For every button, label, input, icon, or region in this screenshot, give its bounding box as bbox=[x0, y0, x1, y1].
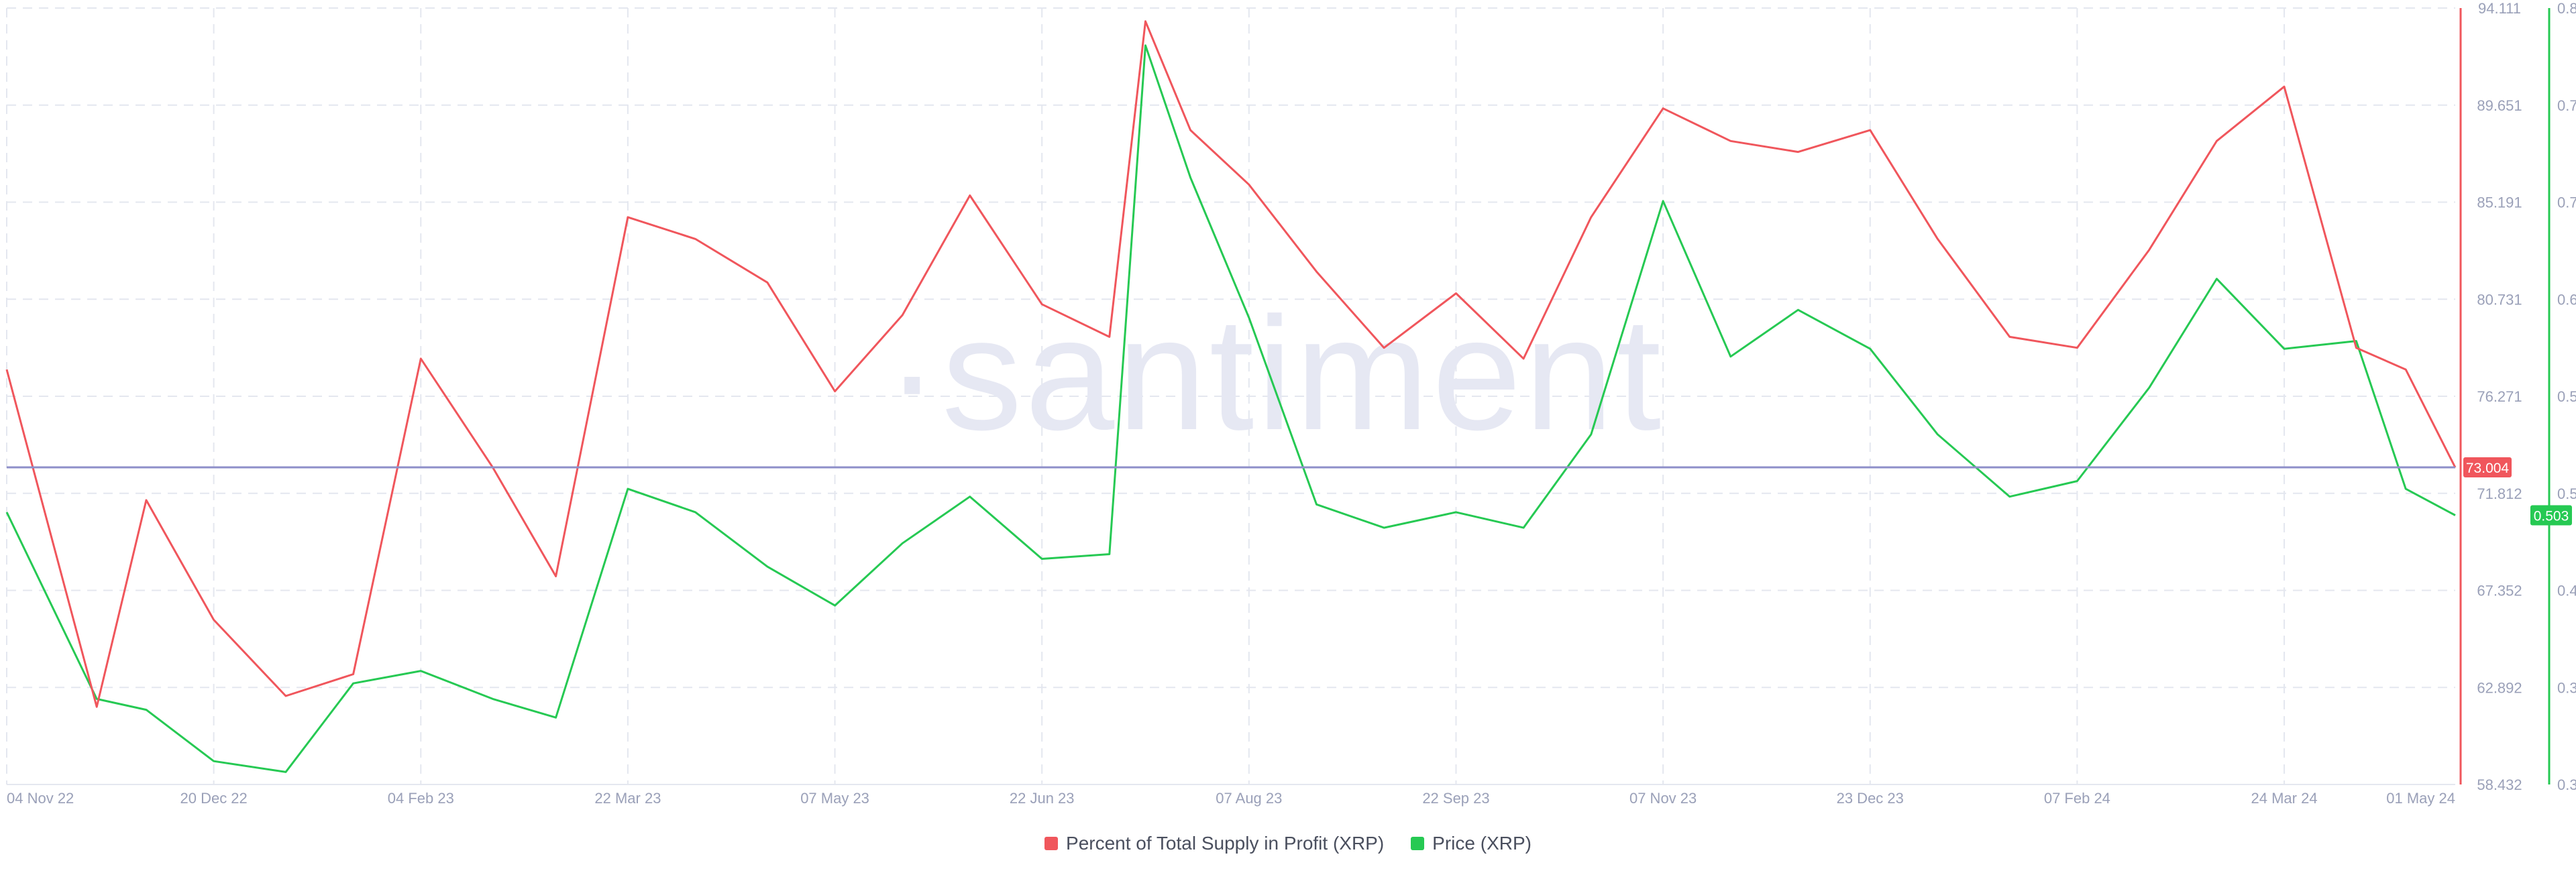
x-tick-label: 07 Feb 24 bbox=[2044, 790, 2110, 807]
x-tick-label: 22 Sep 23 bbox=[1422, 790, 1489, 807]
x-tick-label: 04 Nov 22 bbox=[7, 790, 74, 807]
y-left-tick-label: 71.812 bbox=[2477, 485, 2522, 502]
series-line-price bbox=[5, 44, 2456, 773]
series-layer bbox=[5, 20, 2457, 773]
x-tick-label: 22 Jun 23 bbox=[1010, 790, 1075, 807]
current-value-text-price: 0.503 bbox=[2534, 509, 2569, 524]
legend-label-price: Price (XRP) bbox=[1432, 833, 1532, 854]
legend: Percent of Total Supply in Profit (XRP) … bbox=[0, 827, 2576, 860]
y-right-tick-label: 0.33 bbox=[2557, 776, 2576, 793]
y-right-tick-label: 0.579 bbox=[2557, 388, 2576, 405]
current-value-text-profit: 73.004 bbox=[2466, 461, 2510, 476]
series-line-profit bbox=[5, 20, 2457, 708]
legend-item-price[interactable]: Price (XRP) bbox=[1411, 833, 1532, 854]
x-tick-label: 24 Mar 24 bbox=[2251, 790, 2318, 807]
legend-swatch-profit bbox=[1044, 837, 1059, 850]
x-tick-label: 23 Dec 23 bbox=[1837, 790, 1904, 807]
y-left-tick-label: 85.191 bbox=[2477, 194, 2522, 211]
label-layer: 73.004 0.503 bbox=[2463, 457, 2572, 526]
y-left-tick-label: 94.111 bbox=[2478, 0, 2521, 17]
x-tick-label: 07 Nov 23 bbox=[1629, 790, 1697, 807]
y-right-tick-label: 0.392 bbox=[2557, 679, 2576, 696]
x-tick-label: 04 Feb 23 bbox=[388, 790, 454, 807]
x-tick-label: 01 May 24 bbox=[2386, 790, 2455, 807]
y-left-tick-label: 58.432 bbox=[2477, 776, 2522, 793]
x-tick-label: 20 Dec 22 bbox=[180, 790, 247, 807]
y-right-tick-label: 0.767 bbox=[2557, 97, 2576, 114]
axis-layer: 94.111 0.829 89.651 0.767 85.191 0.704 80.731 0… bbox=[7, 0, 2576, 807]
y-right-tick-label: 0.642 bbox=[2557, 291, 2576, 308]
watermark-text: ·santiment bbox=[885, 284, 1664, 463]
current-value-badge-profit bbox=[2463, 457, 2512, 478]
y-left-tick-label: 62.892 bbox=[2477, 679, 2522, 696]
legend-item-profit[interactable]: Percent of Total Supply in Profit (XRP) bbox=[1044, 833, 1384, 854]
legend-label-profit: Percent of Total Supply in Profit (XRP) bbox=[1066, 833, 1385, 854]
x-tick-label: 07 May 23 bbox=[800, 790, 869, 807]
y-left-tick-label: 76.271 bbox=[2477, 388, 2522, 405]
y-left-tick-label: 89.651 bbox=[2477, 97, 2522, 114]
x-tick-label: 07 Aug 23 bbox=[1216, 790, 1282, 807]
y-right-tick-label: 0.704 bbox=[2557, 194, 2576, 211]
current-value-badge-price bbox=[2530, 505, 2572, 526]
y-left-tick-label: 80.731 bbox=[2477, 291, 2522, 308]
y-right-tick-label: 0.455 bbox=[2557, 583, 2576, 599]
legend-swatch-price bbox=[1411, 837, 1425, 850]
x-tick-label: 22 Mar 23 bbox=[594, 790, 661, 807]
y-right-tick-label: 0.517 bbox=[2557, 485, 2576, 502]
y-left-tick-label: 67.352 bbox=[2477, 583, 2522, 599]
y-right-tick-label: 0.829 bbox=[2557, 0, 2576, 17]
